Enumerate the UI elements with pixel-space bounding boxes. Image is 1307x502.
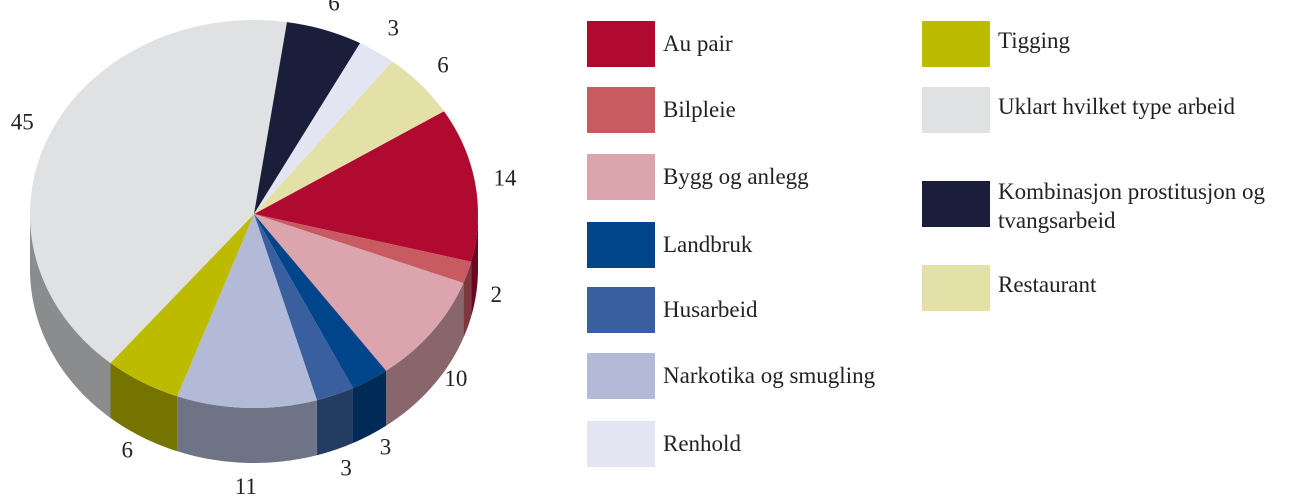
pie-slice: [110, 214, 254, 397]
legend-swatch: [587, 421, 655, 467]
legend-item: Narkotika og smugling: [587, 353, 875, 399]
legend-item: Husarbeid: [587, 287, 758, 333]
pie-slice: [254, 214, 464, 371]
legend-label: Kombinasjon prostitusjon og tvangsarbeid: [998, 179, 1266, 233]
data-label: 6: [437, 52, 449, 77]
legend-label: Landbruk: [663, 231, 753, 257]
legend-item: Restaurant: [922, 265, 1096, 311]
pie-slice: [254, 214, 353, 401]
data-label: 14: [493, 165, 517, 190]
legend-swatch: [587, 222, 655, 268]
legend-label: Bygg og anlegg: [663, 163, 809, 189]
legend-swatch: [587, 154, 655, 200]
pie-slice: [254, 214, 472, 284]
legend-item: Au pair: [587, 21, 733, 67]
legend-label: Renhold: [663, 430, 741, 456]
legend-label: Husarbeid: [663, 296, 758, 322]
data-label: 11: [235, 474, 257, 499]
legend-item: Renhold: [587, 421, 741, 467]
legend-label: Uklart hvilket type arbeid: [998, 94, 1235, 119]
pie-slice-side: [316, 388, 353, 456]
legend-item: Kombinasjon prostitusjon og tvangsarbeid: [922, 172, 1303, 236]
chart: 14 2 10 3 3 11 6 45 6 3 6: [11, 0, 517, 499]
pie-slice-side: [30, 214, 111, 418]
data-label: 6: [328, 0, 340, 15]
legend-swatch: [587, 87, 655, 133]
data-label: 3: [380, 435, 392, 460]
data-label: 10: [444, 366, 467, 391]
legend-swatch: [922, 21, 990, 67]
legend-item: Uklart hvilket type arbeid: [922, 87, 1235, 133]
data-label: 45: [11, 109, 34, 134]
legend-label: Restaurant: [998, 272, 1097, 297]
pie-slice-side: [352, 370, 387, 444]
legend-item: Tigging: [922, 21, 1070, 67]
pie-slice: [254, 22, 361, 215]
pie-slice-side: [177, 396, 317, 463]
pie-slice-side: [471, 214, 478, 317]
legend-swatch: [922, 265, 990, 311]
legend-label: Tigging: [998, 28, 1071, 53]
data-label: 6: [122, 438, 134, 463]
legend-swatch: [587, 287, 655, 333]
legend-swatch: [922, 87, 990, 133]
pie-slice-side: [386, 283, 464, 426]
pie-slice-side: [463, 261, 472, 339]
legend-label: Au pair: [663, 30, 733, 56]
pie-slice: [254, 214, 387, 389]
legend-swatch: [922, 180, 990, 227]
data-label: 3: [340, 456, 352, 481]
pie-slice: [254, 111, 478, 262]
data-label: 3: [387, 15, 399, 40]
legend-item: Bilpleie: [587, 87, 736, 133]
legend-item: Landbruk: [587, 222, 752, 268]
pie-slice-side: [110, 362, 178, 452]
legend-swatch: [587, 21, 655, 67]
pie-slice: [254, 43, 393, 215]
legend-label: Narkotika og smugling: [663, 362, 876, 388]
legend-label: Bilpleie: [663, 96, 736, 122]
pie-slice: [177, 214, 317, 408]
data-label: 2: [490, 282, 502, 307]
legend-swatch: [587, 353, 655, 399]
pie-slice: [30, 20, 287, 363]
pie-slice: [254, 61, 444, 215]
legend-item: Bygg og anlegg: [587, 154, 809, 200]
